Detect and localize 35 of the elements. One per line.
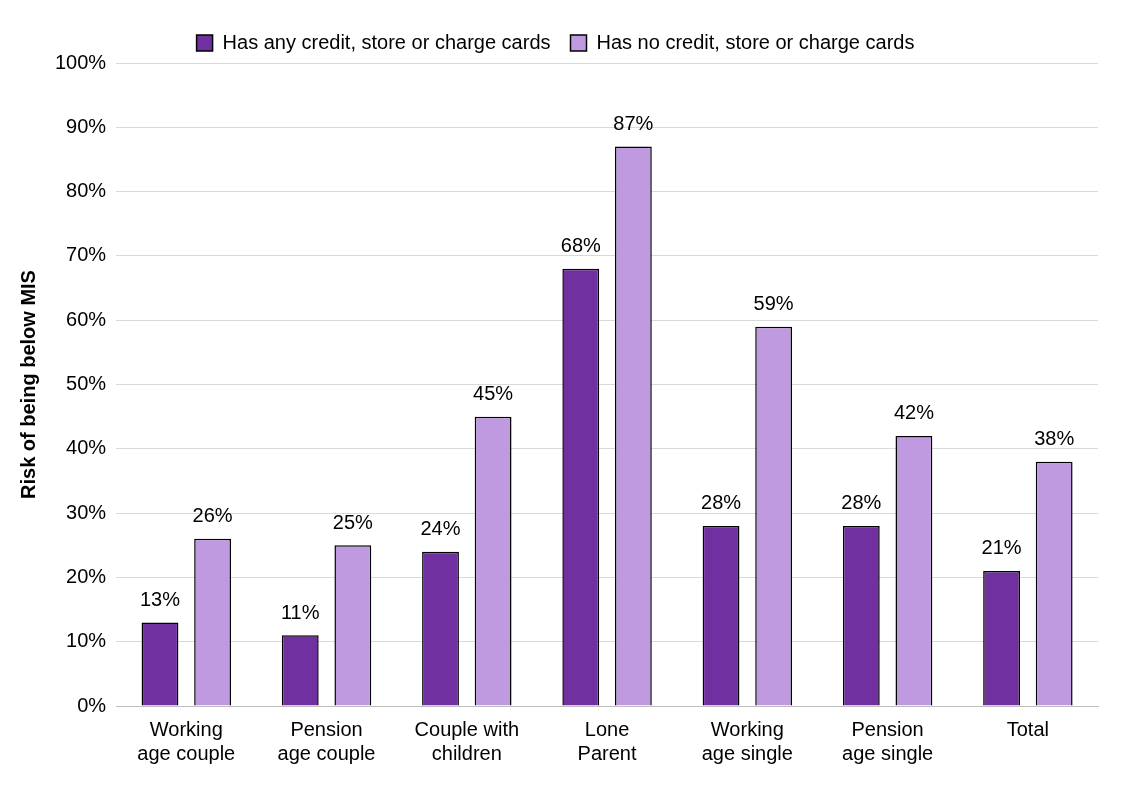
y-tick-label: 40% [66, 436, 107, 459]
y-tick-label: 50% [66, 372, 107, 395]
data-label: 21% [981, 536, 1022, 559]
data-label: 59% [753, 292, 794, 315]
data-label: 11% [280, 600, 320, 623]
legend-label: Has any credit, store or charge cards [222, 30, 551, 53]
y-tick-label: 0% [77, 693, 107, 716]
y-tick-label: 80% [66, 179, 107, 202]
data-label: 24% [420, 517, 461, 540]
data-label: 68% [560, 234, 602, 257]
data-label: 28% [701, 491, 742, 514]
data-label: 42% [893, 401, 935, 424]
y-tick-label: 20% [66, 564, 107, 587]
data-label: 38% [1034, 427, 1075, 450]
data-label: 45% [473, 382, 514, 405]
data-label: 25% [332, 510, 374, 533]
data-label: 87% [613, 112, 654, 135]
x-tick-label: Working age couple [137, 717, 236, 764]
y-tick-label: 100% [55, 50, 107, 73]
y-tick-label: 30% [66, 500, 107, 523]
x-tick-label: Lone Parent [577, 717, 637, 764]
data-label: 13% [139, 587, 181, 610]
x-tick-label: Couple with children [414, 717, 520, 764]
y-tick-label: 90% [66, 114, 107, 137]
data-label: 28% [841, 491, 882, 514]
x-tick-label: Working age single [701, 717, 793, 764]
y-tick-label: 10% [66, 629, 107, 652]
x-tick-label: Pension age couple [277, 717, 376, 764]
legend-label: Has no credit, store or charge cards [596, 30, 915, 53]
y-axis-title: Risk of being below MIS [16, 270, 39, 499]
data-label: 26% [192, 504, 233, 527]
x-tick-label: Total [1006, 717, 1049, 740]
x-tick-label: Pension age single [842, 717, 934, 764]
y-tick-label: 70% [66, 243, 107, 266]
y-tick-label: 60% [66, 307, 107, 330]
